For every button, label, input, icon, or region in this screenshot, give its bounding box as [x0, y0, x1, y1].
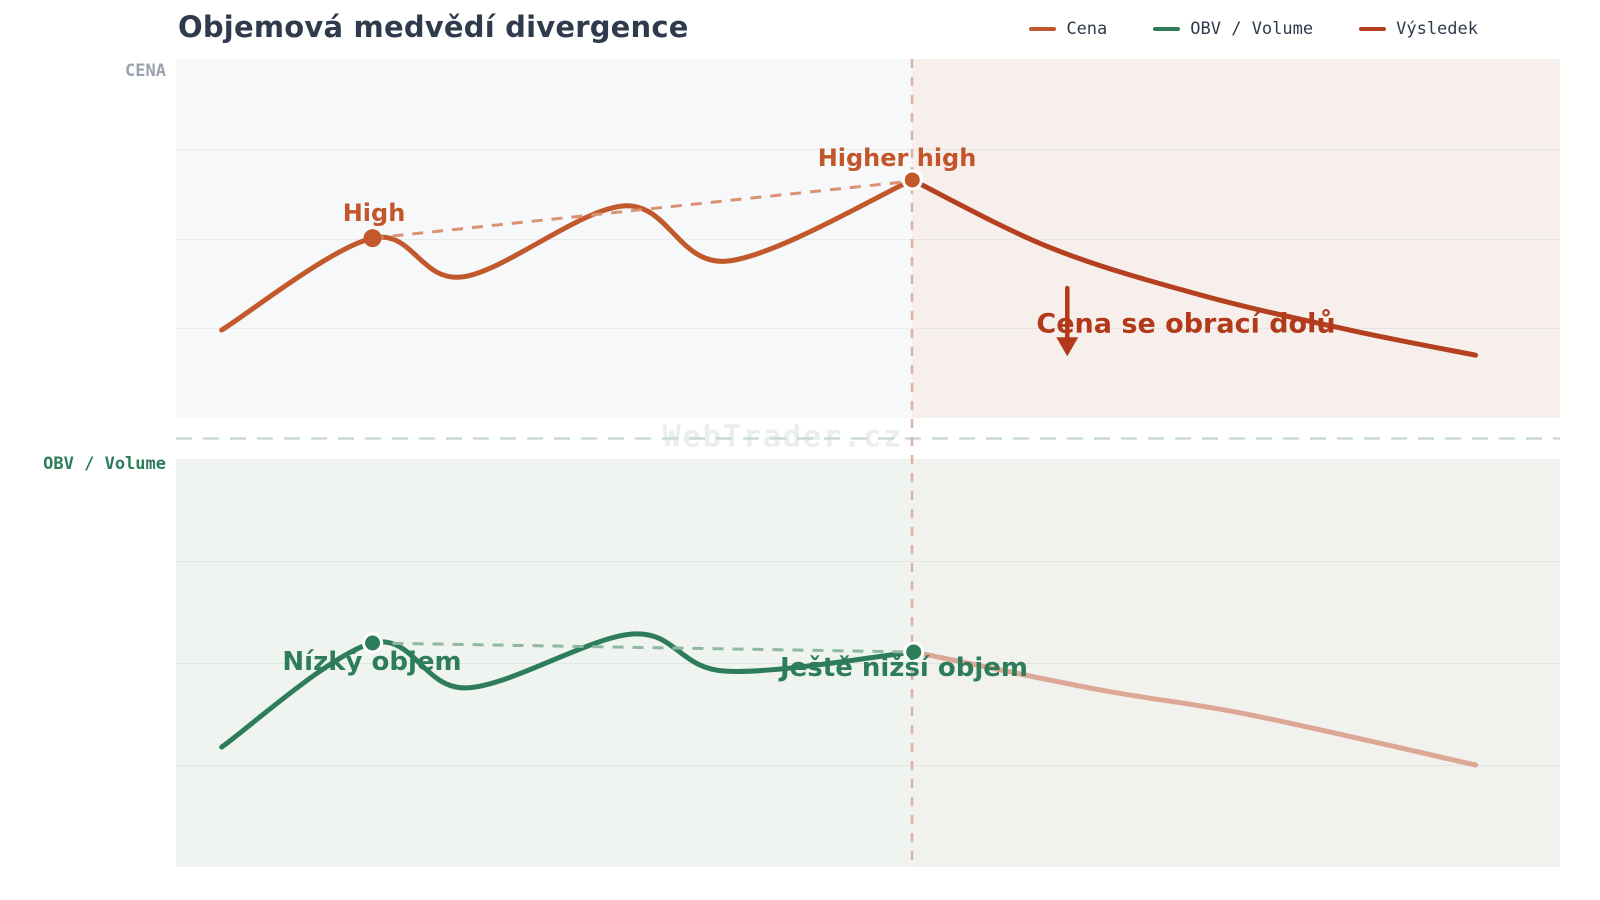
legend-label: OBV / Volume: [1190, 19, 1314, 39]
legend-item[interactable]: OBV / Volume: [1153, 19, 1313, 39]
annotation-high: High: [342, 199, 406, 227]
gridline: [176, 765, 1560, 766]
gridline: [176, 328, 1560, 330]
legend: Cena OBV / Volume Výsledek: [1029, 19, 1478, 39]
legend-label: Výsledek: [1396, 19, 1478, 39]
legend-line-swatch: [1153, 27, 1181, 31]
gridline: [176, 148, 1560, 150]
price-panel: [176, 59, 1560, 418]
legend-label: Cena: [1066, 19, 1108, 39]
legend-line-swatch: [1029, 27, 1057, 31]
legend-line-swatch: [1359, 27, 1387, 31]
annotation-lower-volume: Ještě nižší objem: [779, 653, 1029, 683]
gridline: [176, 561, 1560, 562]
annotation-higher-high: Higher high: [817, 144, 977, 172]
legend-item[interactable]: Cena: [1029, 19, 1107, 39]
gridline: [176, 238, 1560, 240]
annotation-price-turn: Cena se obrací dolů: [1036, 308, 1336, 340]
page-title: Objemová medvědí divergence: [178, 10, 689, 44]
volume-panel-label: OBV / Volume: [43, 454, 166, 474]
legend-item[interactable]: Výsledek: [1359, 19, 1478, 39]
watermark: WebTrader.cz: [662, 419, 904, 455]
price-panel-label: CENA: [125, 61, 166, 81]
annotation-low-volume: Nízký objem: [282, 647, 462, 677]
